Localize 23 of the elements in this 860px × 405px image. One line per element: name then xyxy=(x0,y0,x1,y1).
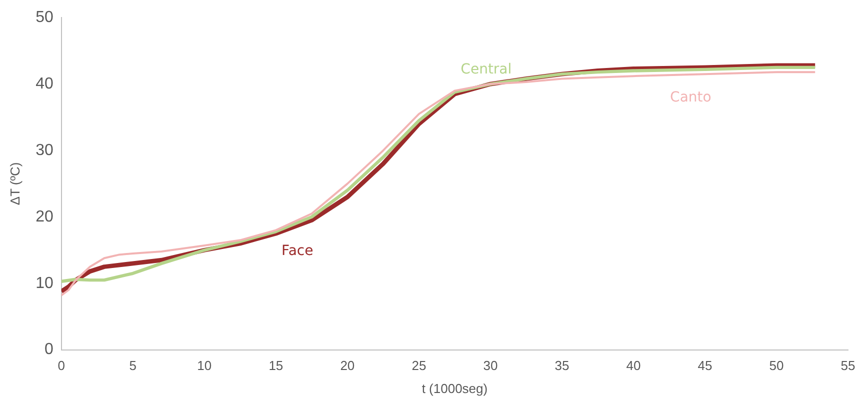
x-tick-label: 15 xyxy=(268,358,284,374)
y-tick-label: 50 xyxy=(36,9,54,26)
x-tick-label: 5 xyxy=(129,358,137,374)
x-tick-label: 20 xyxy=(340,358,355,374)
x-tick-label: 45 xyxy=(698,358,712,374)
x-tick-label: 0 xyxy=(58,358,66,374)
y-axis-title: ΔT (ºC) xyxy=(7,162,22,206)
x-tick-label: 25 xyxy=(412,358,426,374)
y-tick-label: 20 xyxy=(36,208,54,226)
y-tick-label: 0 xyxy=(44,341,54,358)
x-tick-label: 40 xyxy=(626,358,641,374)
y-tick-label: 10 xyxy=(36,274,54,292)
series-label: Central xyxy=(460,62,512,78)
x-tick-label: 10 xyxy=(197,358,212,374)
x-tick-label: 35 xyxy=(554,358,570,374)
x-tick-label: 55 xyxy=(840,358,856,374)
series-label: Face xyxy=(282,243,314,260)
y-tick-label: 40 xyxy=(36,75,54,92)
x-axis-title: t (1000seg) xyxy=(422,380,488,396)
x-tick-label: 30 xyxy=(483,358,498,374)
series-label: Canto xyxy=(670,90,712,106)
x-tick-label: 50 xyxy=(769,358,784,374)
y-tick-label: 30 xyxy=(36,142,54,159)
